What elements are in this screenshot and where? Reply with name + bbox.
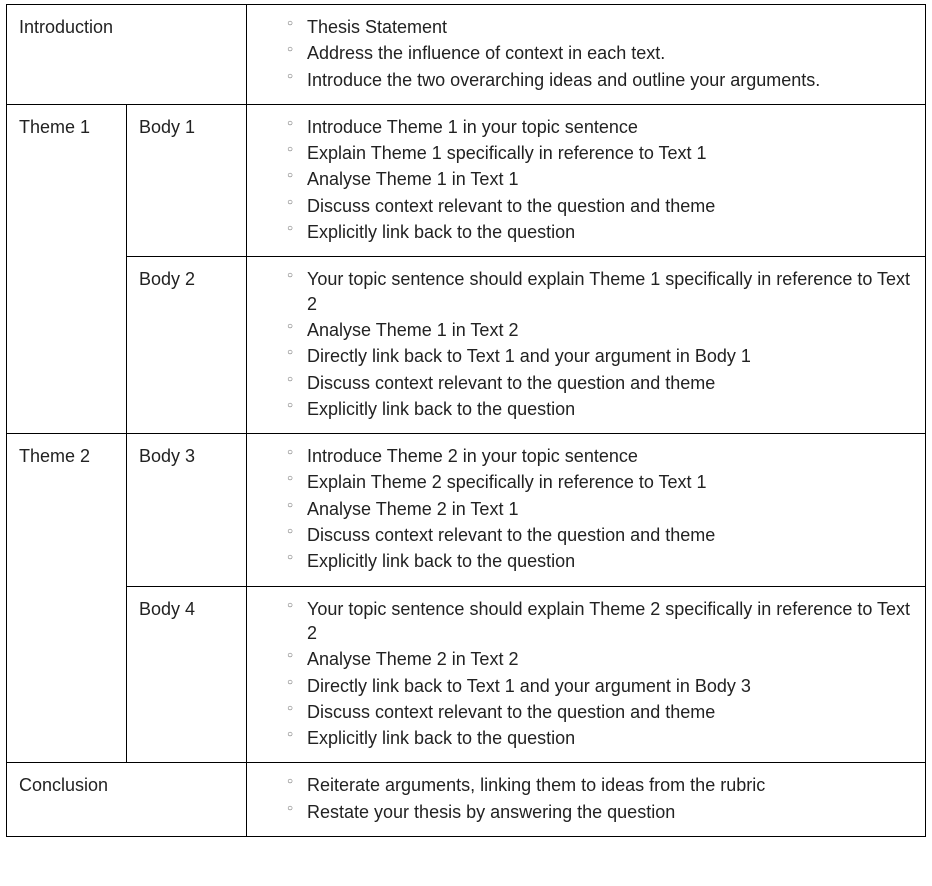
list-item: Address the influence of context in each…	[287, 41, 913, 67]
points-list: Your topic sentence should explain Theme…	[259, 597, 913, 753]
section-points-cell: Your topic sentence should explain Theme…	[247, 586, 926, 763]
table-row: Body 2 Your topic sentence should explai…	[7, 257, 926, 434]
section-points-cell: Thesis Statement Address the influence o…	[247, 5, 926, 105]
list-item: Explain Theme 1 specifically in referenc…	[287, 141, 913, 167]
table-row: Conclusion Reiterate arguments, linking …	[7, 763, 926, 837]
list-item: Discuss context relevant to the question…	[287, 194, 913, 220]
section-label: Introduction	[7, 5, 247, 105]
table-row: Body 4 Your topic sentence should explai…	[7, 586, 926, 763]
list-item: Analyse Theme 2 in Text 2	[287, 647, 913, 673]
list-item: Discuss context relevant to the question…	[287, 700, 913, 726]
body-label: Body 4	[127, 586, 247, 763]
theme-label: Theme 1	[7, 104, 127, 433]
list-item: Analyse Theme 2 in Text 1	[287, 497, 913, 523]
list-item: Restate your thesis by answering the que…	[287, 800, 913, 826]
list-item: Explicitly link back to the question	[287, 549, 913, 575]
list-item: Analyse Theme 1 in Text 1	[287, 167, 913, 193]
body-label: Body 2	[127, 257, 247, 434]
list-item: Analyse Theme 1 in Text 2	[287, 318, 913, 344]
list-item: Explicitly link back to the question	[287, 397, 913, 423]
body-label: Body 1	[127, 104, 247, 256]
list-item: Introduce the two overarching ideas and …	[287, 68, 913, 94]
list-item: Discuss context relevant to the question…	[287, 523, 913, 549]
section-points-cell: Your topic sentence should explain Theme…	[247, 257, 926, 434]
section-points-cell: Reiterate arguments, linking them to ide…	[247, 763, 926, 837]
body-label: Body 3	[127, 434, 247, 586]
list-item: Thesis Statement	[287, 15, 913, 41]
points-list: Introduce Theme 2 in your topic sentence…	[259, 444, 913, 575]
theme-label: Theme 2	[7, 434, 127, 763]
points-list: Your topic sentence should explain Theme…	[259, 267, 913, 423]
list-item: Reiterate arguments, linking them to ide…	[287, 773, 913, 799]
section-points-cell: Introduce Theme 1 in your topic sentence…	[247, 104, 926, 256]
list-item: Directly link back to Text 1 and your ar…	[287, 344, 913, 370]
list-item: Your topic sentence should explain Theme…	[287, 597, 913, 648]
section-points-cell: Introduce Theme 2 in your topic sentence…	[247, 434, 926, 586]
points-list: Reiterate arguments, linking them to ide…	[259, 773, 913, 826]
list-item: Directly link back to Text 1 and your ar…	[287, 674, 913, 700]
table-row: Theme 2 Body 3 Introduce Theme 2 in your…	[7, 434, 926, 586]
points-list: Introduce Theme 1 in your topic sentence…	[259, 115, 913, 246]
list-item: Introduce Theme 1 in your topic sentence	[287, 115, 913, 141]
points-list: Thesis Statement Address the influence o…	[259, 15, 913, 94]
essay-structure-table: Introduction Thesis Statement Address th…	[6, 4, 926, 837]
list-item: Introduce Theme 2 in your topic sentence	[287, 444, 913, 470]
table-row: Theme 1 Body 1 Introduce Theme 1 in your…	[7, 104, 926, 256]
list-item: Discuss context relevant to the question…	[287, 371, 913, 397]
list-item: Explain Theme 2 specifically in referenc…	[287, 470, 913, 496]
section-label: Conclusion	[7, 763, 247, 837]
list-item: Your topic sentence should explain Theme…	[287, 267, 913, 318]
table-row: Introduction Thesis Statement Address th…	[7, 5, 926, 105]
list-item: Explicitly link back to the question	[287, 220, 913, 246]
list-item: Explicitly link back to the question	[287, 726, 913, 752]
